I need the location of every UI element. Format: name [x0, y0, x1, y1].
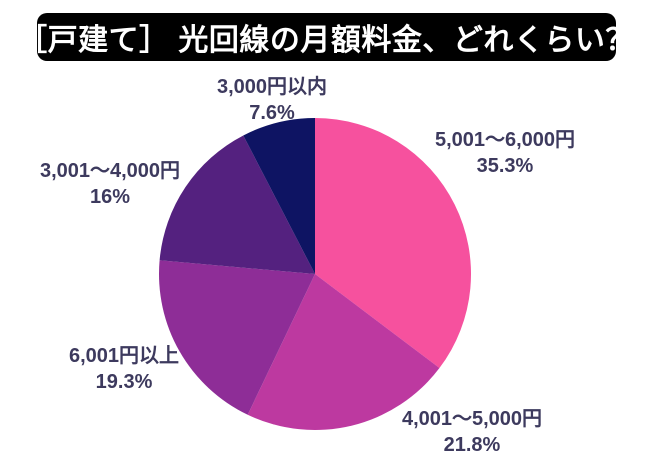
pie-slice-4: [243, 118, 315, 274]
pie-slice-0: [315, 118, 472, 369]
pie-slice-1: [247, 274, 440, 431]
pie-label-percent: 35.3%: [476, 155, 534, 177]
pie-slice-2: [158, 260, 315, 415]
pie-label-3001-4000: 3,001〜4,000円 16%: [40, 158, 180, 210]
pie-label-4001-5000: 4,001〜5,000円 21.8%: [402, 406, 542, 458]
pie-label-percent: 7.6%: [249, 102, 295, 124]
pie-label-category: 6,001円以上: [68, 345, 180, 367]
pie-label-percent: 16%: [89, 186, 131, 208]
pie-label-category: 3,001〜4,000円: [39, 160, 181, 182]
pie-label-percent: 19.3%: [95, 371, 153, 393]
pie-slice-3: [159, 135, 315, 274]
pie-label-category: 4,001〜5,000円: [401, 408, 543, 430]
title-banner: ［戸建て］ 光回線の月額料金、どれくらい？: [17, 13, 635, 61]
pie-label-3000-under: 3,000円以内 7.6%: [217, 74, 327, 126]
pie-label-5001-6000: 5,001〜6,000円 35.3%: [435, 127, 575, 179]
page-title: ［戸建て］ 光回線の月額料金、どれくらい？: [17, 24, 636, 57]
pie-label-category: 5,001〜6,000円: [434, 129, 576, 151]
pie-label-category: 3,000円以内: [216, 76, 328, 98]
pie-label-6001-over: 6,001円以上 19.3%: [69, 343, 179, 395]
pie-label-percent: 21.8%: [443, 434, 501, 456]
